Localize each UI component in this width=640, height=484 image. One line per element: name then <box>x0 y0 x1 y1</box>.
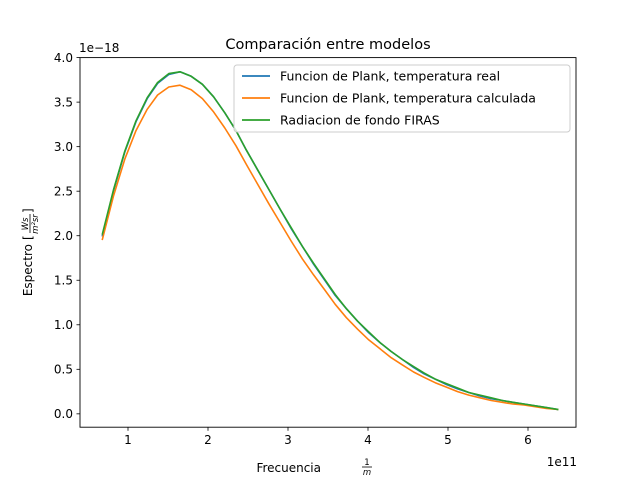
y-tick-label: 0.5 <box>54 363 73 377</box>
axes-frame <box>79 57 577 428</box>
x-tick-label: 4 <box>364 433 372 447</box>
x-axis-label: Frecuencia 1 m <box>256 458 372 478</box>
y-unit-denominator: m²sr <box>31 214 41 234</box>
y-tick-label: 3.0 <box>54 140 73 154</box>
x-tick-label: 5 <box>444 433 452 447</box>
series-layer <box>101 71 559 411</box>
legend: Funcion de Plank, temperatura real Funcio… <box>233 64 571 133</box>
y-tick-label: 4.0 <box>54 51 73 65</box>
x-tick-label: 3 <box>284 433 292 447</box>
y-axis-label-text: Espectro <box>21 244 35 296</box>
legend-label-3: Radiacion de fondo FIRAS <box>280 113 440 128</box>
y-tick-label: 1.5 <box>54 274 73 288</box>
y-axis-label: Espectro [ Ws m²sr ] <box>21 208 41 296</box>
axes-layer: 1 2 3 4 5 6 0.0 0.5 1.0 1.5 2.0 2.5 3.0 3.5 4.0 <box>54 51 577 447</box>
x-unit-denominator: m <box>363 468 371 478</box>
y-tick-label: 1.0 <box>54 318 73 332</box>
x-tick-label: 1 <box>124 433 132 447</box>
y-unit-bracket-open: [ <box>21 235 35 240</box>
series-line-3 <box>101 71 559 411</box>
y-unit-numerator: Ws <box>21 217 31 230</box>
x-tick-label: 2 <box>204 433 212 447</box>
chart-title: Comparación entre modelos <box>225 37 430 53</box>
x-offset-label: 1e11 <box>547 455 577 469</box>
y-tick-label: 2.0 <box>54 229 73 243</box>
y-tick-label: 0.0 <box>54 407 73 421</box>
y-unit-bracket-close: ] <box>21 208 35 213</box>
x-tick-label: 6 <box>524 433 532 447</box>
x-axis-label-text: Frecuencia <box>256 461 321 475</box>
legend-label-1: Funcion de Plank, temperatura real <box>280 69 500 84</box>
y-tick-label: 2.5 <box>54 184 73 198</box>
y-offset-label: 1e−18 <box>79 41 119 55</box>
series-line-2 <box>101 84 559 411</box>
y-tick-label: 3.5 <box>54 95 73 109</box>
legend-box <box>233 64 571 133</box>
legend-label-2: Funcion de Plank, temperatura calculada <box>280 91 536 106</box>
x-unit-numerator: 1 <box>364 458 369 468</box>
